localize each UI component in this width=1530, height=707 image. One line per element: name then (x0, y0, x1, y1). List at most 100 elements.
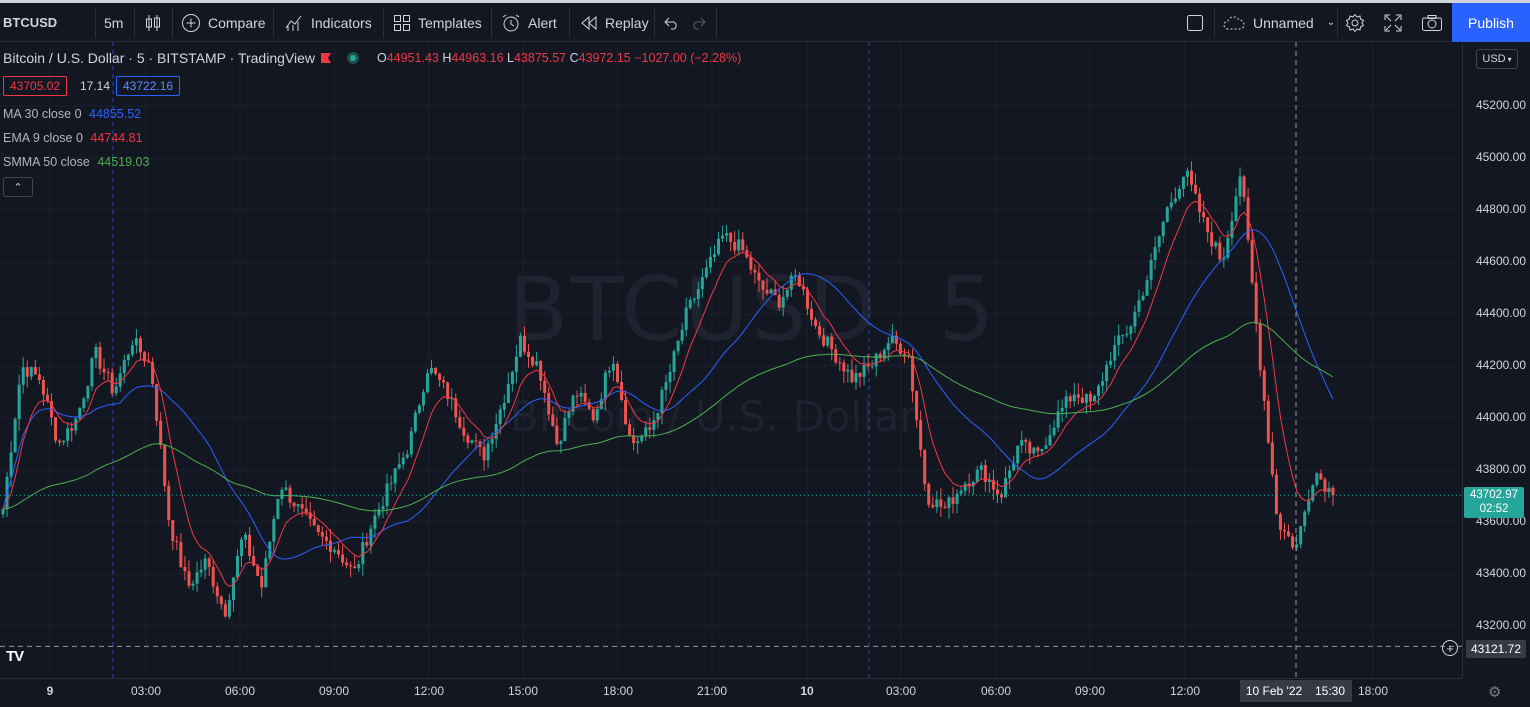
add-alert-plus-icon[interactable]: + (1442, 640, 1458, 656)
candle-body (1020, 439, 1024, 446)
candle-body (264, 558, 268, 588)
buy-price-button[interactable]: 43722.16 (116, 76, 181, 96)
sell-price-button[interactable]: 43705.02 (3, 76, 68, 96)
candle-body (409, 431, 413, 455)
candle-body (789, 275, 793, 290)
candle-body (1125, 333, 1129, 336)
high-key: H (442, 51, 452, 65)
candle-body (939, 499, 943, 507)
settings-button[interactable] (1345, 3, 1365, 42)
candle-body (337, 550, 341, 555)
tradingview-logo[interactable]: TV (6, 648, 24, 665)
layout-toggle-button[interactable] (1186, 3, 1204, 42)
replay-button[interactable]: Replay (580, 3, 649, 42)
candle-body (518, 335, 522, 357)
symbol-watermark: BTCUSD, 5 (508, 258, 997, 361)
redo-button[interactable] (691, 3, 707, 42)
price-tick-label: 44200.00 (1475, 358, 1526, 372)
candle-body (591, 408, 595, 421)
alert-button[interactable]: Alert (501, 3, 557, 42)
toolbar-divider (654, 8, 655, 38)
candle-body (1109, 360, 1113, 365)
candle-body (421, 392, 425, 406)
price-axis[interactable] (1462, 42, 1530, 678)
chevron-down-icon: ▾ (1507, 54, 1512, 64)
indicator-smma[interactable]: SMMA 50 close 44519.03 (3, 155, 149, 169)
candle-body (280, 489, 284, 500)
candle-body (248, 534, 252, 556)
candle-body (846, 369, 850, 372)
templates-button[interactable]: Templates (393, 3, 482, 42)
current-price-tag: 43702.97 02:52 (1464, 487, 1524, 518)
symbol-search-button[interactable]: BTCUSD (3, 3, 57, 42)
candle-body (664, 382, 668, 390)
square-layout-icon (1187, 14, 1203, 31)
candle-body (1238, 176, 1242, 197)
time-axis[interactable] (0, 678, 1462, 707)
candle-body (1068, 396, 1072, 402)
toolbar-divider (383, 8, 384, 38)
candles-icon (146, 14, 160, 31)
candle-body (454, 398, 458, 418)
toolbar-divider (273, 8, 274, 38)
layout-name-button[interactable]: Unnamed ⌄ (1222, 3, 1335, 42)
price-tick-label: 44000.00 (1475, 410, 1526, 424)
cloud-icon (1223, 15, 1245, 29)
price-tick-label: 44800.00 (1475, 202, 1526, 216)
compare-button[interactable]: Compare (181, 3, 266, 42)
candle-body (9, 452, 13, 477)
indicator-ema[interactable]: EMA 9 close 0 44744.81 (3, 131, 143, 145)
candle-body (688, 300, 692, 308)
candle-body (583, 392, 587, 402)
candle-body (1101, 381, 1105, 386)
fullscreen-button[interactable] (1384, 3, 1402, 42)
candle-body (1295, 544, 1299, 548)
series-title[interactable]: Bitcoin / U.S. Dollar · 5 · BITSTAMP · T… (3, 50, 315, 66)
candle-body (1323, 479, 1327, 492)
candle-body (90, 358, 94, 387)
replay-label: Replay (605, 14, 649, 31)
candle-body (967, 483, 971, 487)
candle-body (417, 405, 421, 413)
candle-body (814, 319, 818, 326)
currency-selector[interactable]: USD ▾ (1476, 49, 1518, 69)
candle-body (915, 391, 919, 421)
candle-body (114, 386, 118, 394)
publish-button[interactable]: Publish (1452, 3, 1530, 42)
candle-body (1206, 217, 1210, 233)
candle-body (159, 420, 163, 446)
candle-body (543, 380, 547, 393)
undo-button[interactable] (663, 3, 679, 42)
candle-body (1024, 439, 1028, 442)
screenshot-button[interactable] (1421, 3, 1443, 42)
candle-body (611, 363, 615, 371)
candle-body (866, 364, 870, 367)
interval-button[interactable]: 5m (104, 3, 123, 42)
candle-body (349, 565, 353, 567)
chart-settings-gear-icon[interactable]: ⚙ (1488, 684, 1502, 701)
candle-body (971, 482, 975, 487)
candle-body (595, 409, 599, 421)
candle-body (656, 413, 660, 421)
candle-body (1242, 176, 1246, 198)
candle-body (130, 345, 134, 355)
collapse-legend-button[interactable]: ⌃ (3, 177, 33, 197)
candle-body (25, 367, 29, 377)
indicators-button[interactable]: Indicators (284, 3, 372, 42)
candle-body (442, 380, 446, 383)
chart-type-button[interactable] (144, 3, 162, 42)
candle-body (1117, 335, 1121, 345)
indicators-icon (285, 15, 302, 31)
price-chart[interactable] (0, 42, 1462, 678)
candle-body (717, 238, 721, 255)
candle-body (1048, 434, 1052, 446)
indicator-ma[interactable]: MA 30 close 0 44855.52 (3, 107, 141, 121)
candle-body (1181, 176, 1185, 189)
candle-body (86, 386, 90, 399)
gear-icon (1345, 13, 1365, 32)
candle-body (1254, 282, 1258, 324)
candle-body (1287, 531, 1291, 537)
alarm-clock-icon (502, 14, 520, 31)
candle-body (373, 515, 377, 529)
flag-icon[interactable] (321, 53, 331, 63)
